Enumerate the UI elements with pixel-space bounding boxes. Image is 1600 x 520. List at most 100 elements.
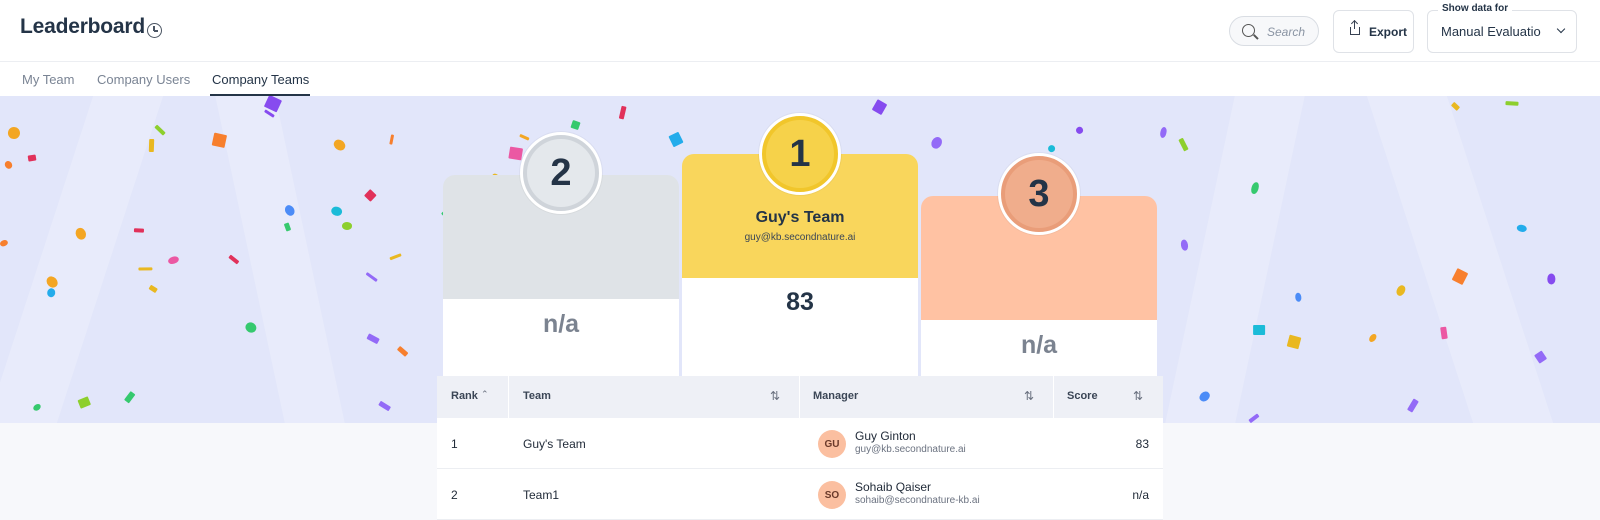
confetti-piece — [1294, 292, 1302, 302]
avatar: GU — [818, 430, 846, 458]
confetti-piece — [1505, 100, 1520, 106]
table-row[interactable]: 2 Team1 SO Sohaib Qaiser sohaib@secondna… — [437, 469, 1163, 520]
column-header-rank[interactable]: Rank — [451, 390, 478, 402]
confetti-piece — [1253, 325, 1266, 336]
podium-banner: n/a 2 Guy's Team guy@kb.secondnature.ai … — [0, 96, 1600, 423]
top-header: Leaderboard Search Export Manual Evaluat… — [0, 0, 1600, 62]
confetti-piece — [1286, 334, 1302, 350]
confetti-piece — [1367, 332, 1378, 344]
medal-rank-2: 2 — [520, 132, 602, 214]
row-rank: 1 — [451, 437, 458, 451]
confetti-piece — [1180, 239, 1190, 252]
sort-icon[interactable]: ⇅ — [770, 389, 781, 403]
confetti-piece — [77, 395, 91, 408]
tab-bar: My Team Company Users Company Teams — [0, 62, 1600, 96]
row-team: Team1 — [523, 488, 560, 502]
confetti-piece — [1533, 349, 1548, 364]
medal-rank-1: 1 — [759, 113, 841, 195]
confetti-piece — [331, 137, 348, 153]
tab-my-team[interactable]: My Team — [22, 72, 75, 87]
confetti-piece — [378, 400, 392, 411]
medal-face — [527, 139, 595, 207]
confetti-piece — [1248, 413, 1260, 423]
show-data-select[interactable]: Manual Evaluation — [1427, 10, 1577, 53]
confetti-piece — [243, 320, 258, 335]
sort-asc-icon[interactable]: ⌃ — [481, 389, 489, 399]
export-label: Export — [1369, 25, 1408, 39]
medal-number: 2 — [550, 151, 572, 194]
confetti-piece — [27, 154, 37, 163]
page-title: Leaderboard — [20, 15, 145, 38]
confetti-piece — [2, 159, 13, 171]
column-header-manager[interactable]: Manager — [813, 390, 859, 402]
medal-number: 1 — [789, 132, 811, 175]
podium-score: n/a — [1020, 331, 1058, 359]
confetti-piece — [871, 99, 887, 116]
medal-face — [766, 120, 834, 188]
podium-score: n/a — [542, 310, 580, 338]
light-ray — [0, 96, 164, 423]
sort-icon[interactable]: ⇅ — [1133, 389, 1144, 403]
confetti-piece — [1074, 125, 1085, 135]
column-divider — [508, 376, 509, 418]
row-score: 83 — [1135, 437, 1149, 451]
table-header: Rank ⌃ Team ⇅ Manager ⇅ Score ⇅ — [437, 376, 1163, 418]
confetti-piece — [396, 346, 408, 357]
confetti-piece — [389, 252, 403, 261]
export-icon — [1350, 21, 1360, 35]
confetti-piece — [148, 284, 158, 294]
show-data-value: Manual Evaluation — [1441, 24, 1541, 39]
confetti-piece — [1546, 273, 1555, 285]
sort-icon[interactable]: ⇅ — [1024, 389, 1035, 403]
export-button[interactable]: Export — [1333, 10, 1414, 53]
confetti-piece — [1395, 283, 1408, 297]
row-score: n/a — [1132, 488, 1149, 502]
column-divider — [1053, 376, 1054, 418]
medal-number: 3 — [1028, 172, 1050, 215]
table-row[interactable]: 1 Guy's Team GU Guy Ginton guy@kb.second… — [437, 418, 1163, 469]
column-header-score[interactable]: Score — [1067, 390, 1098, 402]
confetti-piece — [1046, 144, 1056, 154]
active-tab-indicator — [210, 94, 310, 96]
row-rank: 2 — [451, 488, 458, 502]
confetti-piece — [167, 255, 181, 266]
row-team: Guy's Team — [523, 437, 586, 451]
history-icon[interactable] — [147, 23, 162, 38]
search-icon — [1242, 24, 1255, 37]
column-divider — [799, 376, 800, 418]
confetti-piece — [668, 132, 684, 148]
manager-name: Guy Ginton — [855, 429, 916, 443]
confetti-piece — [149, 138, 155, 153]
confetti-piece — [508, 146, 524, 161]
confetti-piece — [227, 254, 239, 265]
tab-company-teams[interactable]: Company Teams — [212, 72, 310, 87]
confetti-piece — [0, 238, 9, 248]
confetti-piece — [6, 124, 22, 141]
search-input[interactable]: Search — [1229, 16, 1319, 46]
confetti-piece — [364, 188, 377, 202]
teams-table: Rank ⌃ Team ⇅ Manager ⇅ Score ⇅ 1 Guy's … — [437, 376, 1163, 520]
search-placeholder: Search — [1267, 25, 1306, 39]
podium-team-email: guy@kb.secondnature.ai — [744, 232, 856, 243]
light-ray — [1366, 96, 1554, 423]
avatar: SO — [818, 481, 846, 509]
column-header-team[interactable]: Team — [523, 390, 551, 402]
confetti-piece — [929, 135, 944, 151]
medal-rank-3: 3 — [998, 153, 1080, 235]
confetti-piece — [1178, 137, 1190, 152]
confetti-piece — [618, 105, 627, 120]
confetti-piece — [365, 272, 378, 283]
medal-face — [1005, 160, 1073, 228]
show-data-label: Show data for — [1438, 3, 1513, 14]
chevron-down-icon — [1556, 24, 1566, 34]
podium-score: 83 — [786, 288, 814, 316]
confetti-piece — [519, 133, 531, 141]
tab-company-users[interactable]: Company Users — [97, 72, 191, 87]
confetti-piece — [366, 333, 380, 344]
confetti-piece — [134, 227, 145, 233]
confetti-piece — [123, 391, 135, 404]
confetti-piece — [341, 221, 353, 230]
confetti-piece — [154, 124, 167, 136]
confetti-piece — [1450, 101, 1460, 111]
confetti-piece — [389, 134, 395, 145]
